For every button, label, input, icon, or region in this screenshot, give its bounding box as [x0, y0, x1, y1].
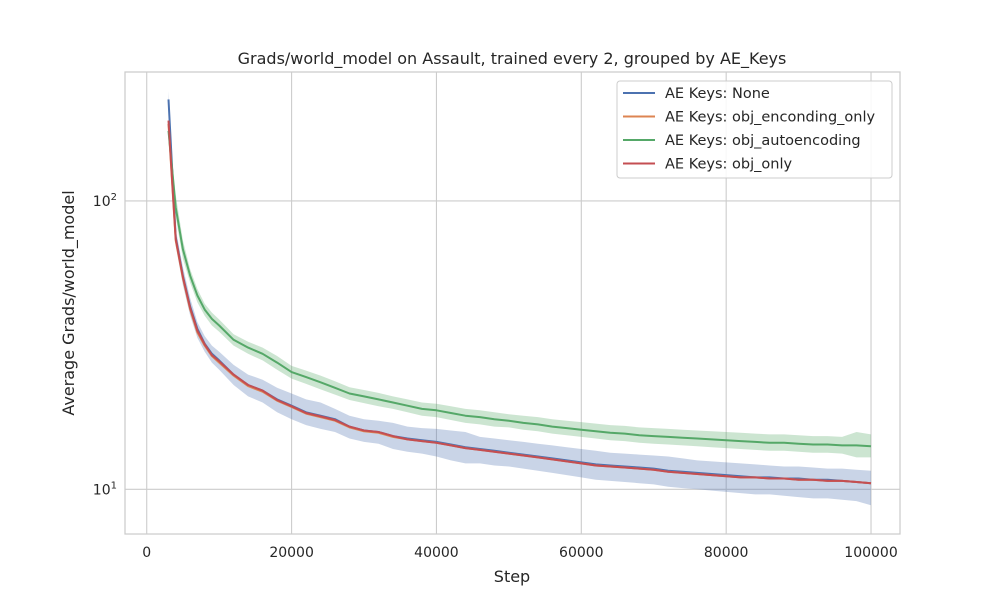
y-tick-base: 10: [93, 194, 111, 210]
plot-frame: [124, 71, 901, 535]
legend-label: AE Keys: None: [665, 86, 770, 102]
legend-label: AE Keys: obj_only: [665, 157, 792, 173]
legend-label: AE Keys: obj_autoencoding: [665, 133, 861, 149]
grid: [125, 72, 900, 534]
x-tick-label: 40000: [414, 545, 459, 561]
x-tick-label: 20000: [269, 545, 314, 561]
legend-frame: [616, 80, 893, 179]
x-tick-label: 80000: [704, 545, 749, 561]
x-tick-label: 60000: [559, 545, 604, 561]
x-tick-label: 0: [142, 545, 151, 561]
y-axis-label: Average Grads/world_model: [59, 190, 79, 415]
y-tick-exponent: 1: [111, 480, 117, 491]
x-axis-ticks: 0 20000 40000 60000 80000 100000: [142, 545, 897, 561]
x-axis-label: Step: [494, 567, 530, 586]
x-tick-label: 100000: [844, 545, 897, 561]
chart-title: Grads/world_model on Assault, trained ev…: [238, 49, 787, 69]
y-tick-base: 10: [93, 482, 111, 498]
y-tick-label: 102: [93, 192, 117, 210]
y-tick-exponent: 2: [111, 192, 117, 203]
line-series-3: [167, 120, 872, 485]
series-lines: [167, 99, 872, 485]
legend-label: AE Keys: obj_enconding_only: [665, 110, 875, 126]
y-tick-label: 101: [93, 480, 117, 498]
legend: AE Keys: None AE Keys: obj_enconding_only…: [616, 80, 893, 179]
line-series-2: [167, 130, 872, 448]
